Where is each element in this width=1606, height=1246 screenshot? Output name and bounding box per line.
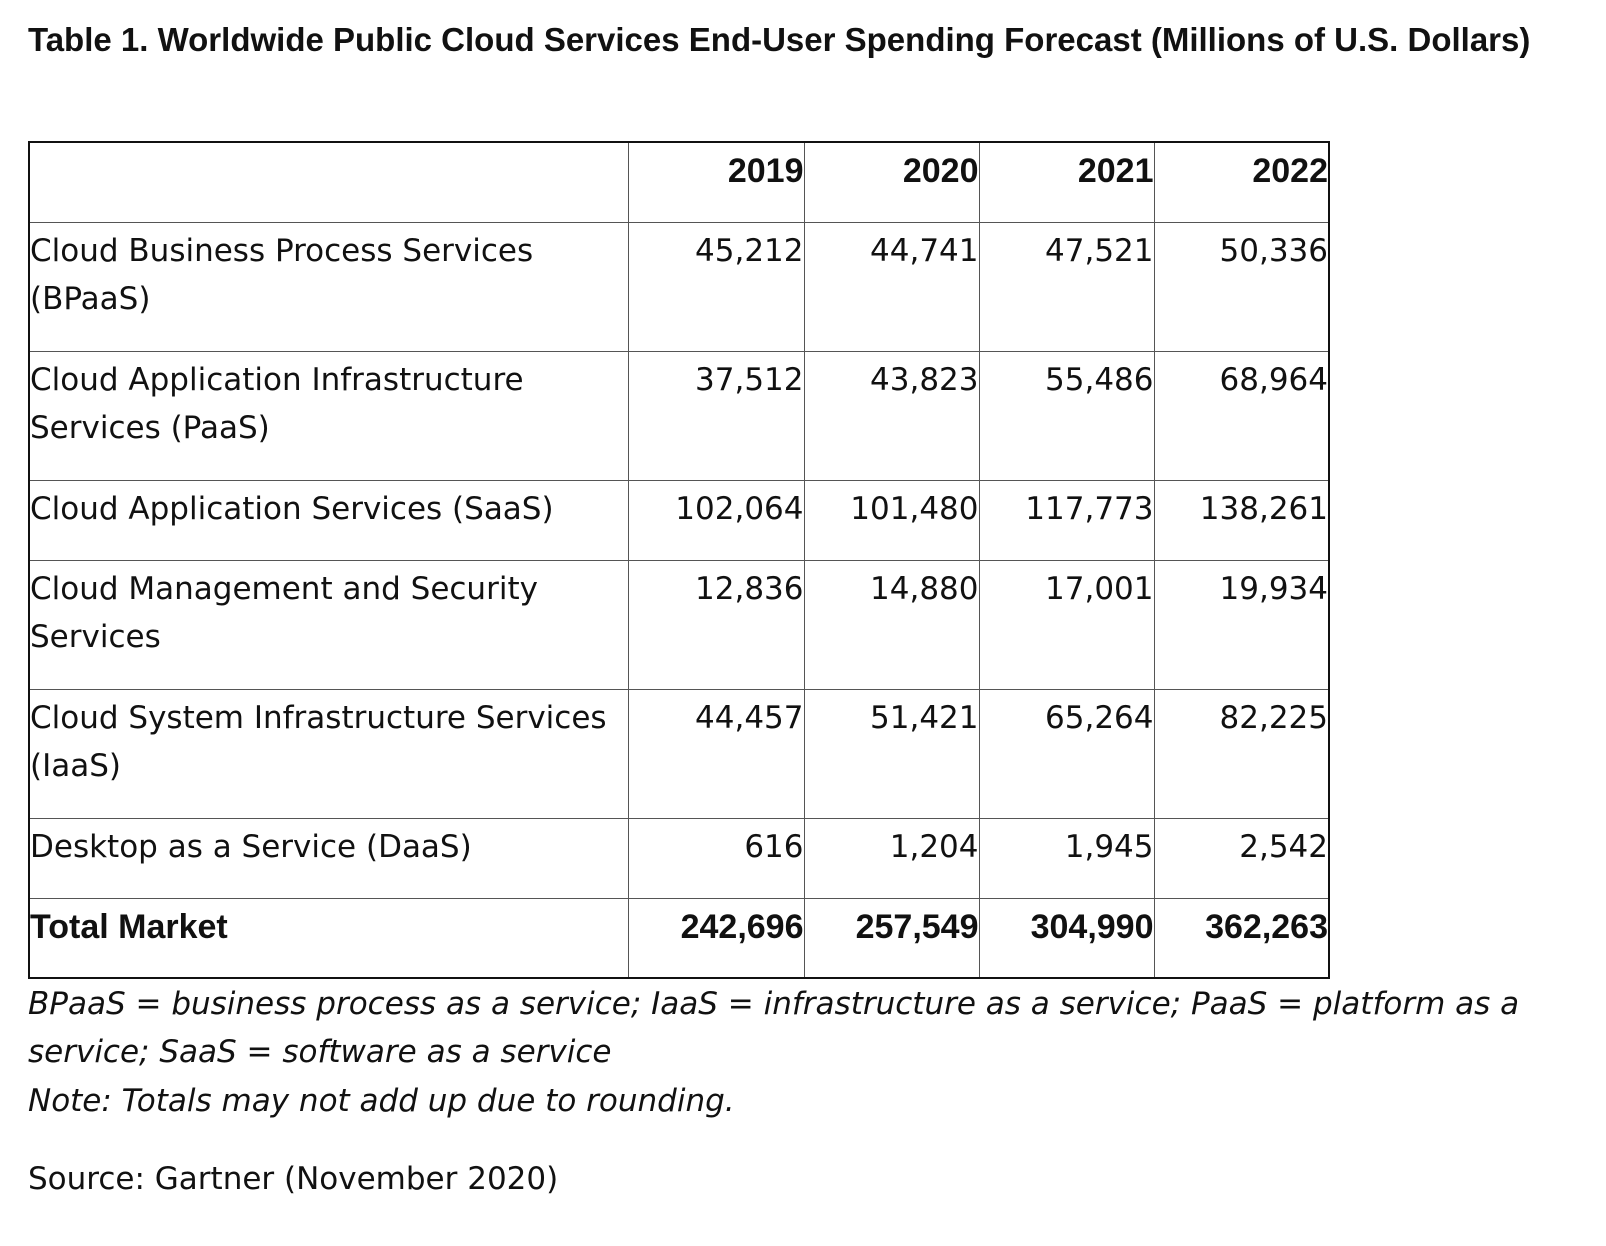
table-row: Cloud Application Infrastructure Service… <box>28 350 1330 481</box>
table-row: Cloud System Infrastructure Services (Ia… <box>28 688 1330 819</box>
year-header: 2022 <box>1153 141 1330 223</box>
value-cell: 2,542 <box>1153 817 1330 899</box>
value-cell: 616 <box>627 817 805 899</box>
value-cell: 37,512 <box>627 350 805 481</box>
value-cell: 44,741 <box>803 221 980 352</box>
row-label: Cloud Business Process Services (BPaaS) <box>28 221 629 352</box>
value-cell: 14,880 <box>803 559 980 690</box>
row-label: Cloud Management and Security Services <box>28 559 629 690</box>
source-line: Source: Gartner (November 2020) <box>28 1161 559 1197</box>
value-cell: 51,421 <box>803 688 980 819</box>
table-row: Cloud Management and Security Services 1… <box>28 559 1330 690</box>
value-cell: 47,521 <box>978 221 1155 352</box>
value-cell: 12,836 <box>627 559 805 690</box>
year-header: 2020 <box>803 141 980 223</box>
value-cell: 43,823 <box>803 350 980 481</box>
total-value-cell: 242,696 <box>627 897 805 979</box>
value-cell: 19,934 <box>1153 559 1330 690</box>
value-cell: 50,336 <box>1153 221 1330 352</box>
table-row: Cloud Application Services (SaaS) 102,06… <box>28 479 1330 561</box>
total-row: Total Market 242,696 257,549 304,990 362… <box>28 897 1330 979</box>
value-cell: 68,964 <box>1153 350 1330 481</box>
total-value-cell: 257,549 <box>803 897 980 979</box>
value-cell: 102,064 <box>627 479 805 561</box>
value-cell: 138,261 <box>1153 479 1330 561</box>
year-header: 2019 <box>627 141 805 223</box>
header-row: 2019 2020 2021 2022 <box>28 141 1330 223</box>
total-value-cell: 304,990 <box>978 897 1155 979</box>
row-label: Cloud System Infrastructure Services (Ia… <box>28 688 629 819</box>
value-cell: 1,945 <box>978 817 1155 899</box>
table-row: Desktop as a Service (DaaS) 616 1,204 1,… <box>28 817 1330 899</box>
value-cell: 82,225 <box>1153 688 1330 819</box>
value-cell: 1,204 <box>803 817 980 899</box>
abbreviation-footnote: BPaaS = business process as a service; I… <box>28 986 1520 1070</box>
row-label: Cloud Application Infrastructure Service… <box>28 350 629 481</box>
value-cell: 45,212 <box>627 221 805 352</box>
row-label: Cloud Application Services (SaaS) <box>28 479 629 561</box>
total-value-cell: 362,263 <box>1153 897 1330 979</box>
table-title: Table 1. Worldwide Public Cloud Services… <box>28 21 1531 58</box>
row-label: Desktop as a Service (DaaS) <box>28 817 629 899</box>
spending-forecast-table: 2019 2020 2021 2022 Cloud Business Proce… <box>28 141 1330 979</box>
value-cell: 55,486 <box>978 350 1155 481</box>
year-header: 2021 <box>978 141 1155 223</box>
value-cell: 17,001 <box>978 559 1155 690</box>
table-row: Cloud Business Process Services (BPaaS) … <box>28 221 1330 352</box>
total-label: Total Market <box>28 897 629 979</box>
corner-cell <box>28 141 629 223</box>
value-cell: 117,773 <box>978 479 1155 561</box>
value-cell: 101,480 <box>803 479 980 561</box>
value-cell: 44,457 <box>627 688 805 819</box>
value-cell: 65,264 <box>978 688 1155 819</box>
rounding-note: Note: Totals may not add up due to round… <box>28 1083 735 1119</box>
